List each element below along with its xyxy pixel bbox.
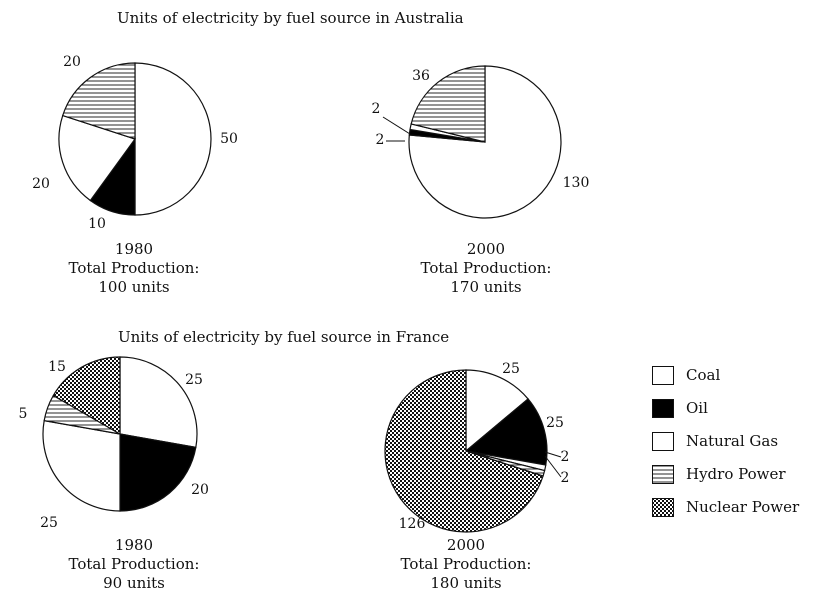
data-label-hydro-power: 20: [63, 54, 81, 70]
caption-aus-2000: 2000 Total Production: 170 units: [396, 240, 576, 297]
pie-australia-1980: 50 10 20 20: [32, 54, 238, 232]
coal-swatch-icon: [652, 366, 674, 385]
data-label-nuclear-power: 15: [48, 359, 66, 375]
slice-nuclear-power: [52, 356, 121, 436]
data-label-natural-gas: 2: [561, 449, 570, 465]
legend-label: Coal: [686, 366, 721, 384]
total-production-label: Total Production:: [400, 555, 532, 573]
legend-label: Natural Gas: [686, 432, 779, 450]
slice-coal: [408, 65, 562, 219]
slice-nuclear-power: [384, 369, 544, 533]
data-label-coal: 50: [220, 131, 238, 147]
slice-coal: [134, 62, 212, 216]
france-title: Units of electricity by fuel source in F…: [118, 328, 450, 346]
data-label-hydro-power: 5: [19, 406, 28, 422]
data-label-natural-gas: 25: [40, 515, 58, 531]
year-label: 1980: [114, 240, 154, 258]
caption-fra-1980: 1980 Total Production: 90 units: [44, 536, 224, 593]
year-label: 1980: [114, 536, 154, 554]
data-label-oil: 10: [88, 216, 106, 232]
year-label: 2000: [446, 536, 486, 554]
total-units: 170 units: [450, 278, 522, 296]
leader-line: [382, 116, 411, 135]
data-label-coal: 25: [185, 372, 203, 388]
total-units: 90 units: [103, 574, 165, 592]
slice-natural-gas: [58, 114, 136, 202]
slice-natural-gas: [42, 419, 121, 512]
slice-oil: [119, 433, 197, 512]
pie-france-1980: 25 20 25 5 15: [19, 356, 209, 531]
data-label-hydro-power: 36: [412, 68, 430, 84]
data-label-coal: 130: [563, 175, 590, 191]
caption-fra-2000: 2000 Total Production: 180 units: [376, 536, 556, 593]
data-label-oil: 25: [546, 415, 564, 431]
slice-hydro-power: [410, 65, 486, 143]
slice-hydro-power: [61, 62, 136, 140]
data-label-nuclear-power: 126: [399, 516, 426, 532]
total-units: 180 units: [430, 574, 502, 592]
leader-line: [544, 451, 562, 458]
caption-aus-1980: 1980 Total Production: 100 units: [44, 240, 224, 297]
slice-oil: [464, 398, 548, 466]
legend-label: Nuclear Power: [686, 498, 800, 516]
data-label-hydro-power: 2: [561, 470, 570, 486]
slice-coal: [465, 369, 529, 453]
data-label-natural-gas: 20: [32, 176, 50, 192]
total-production-label: Total Production:: [68, 555, 200, 573]
pie-france-2000: 25 25 2 2 126: [384, 361, 570, 533]
data-label-coal: 25: [502, 361, 520, 377]
leader-line: [544, 455, 562, 478]
total-production-label: Total Production:: [420, 259, 552, 277]
data-label-oil: 2: [376, 132, 385, 148]
nuclear-power-swatch-icon: [652, 498, 674, 517]
legend-label: Oil: [686, 399, 708, 417]
legend-label: Hydro Power: [686, 465, 786, 483]
total-production-label: Total Production:: [68, 259, 200, 277]
data-label-oil: 20: [191, 482, 209, 498]
slice-coal: [119, 356, 198, 449]
oil-swatch-icon: [652, 399, 674, 418]
natural-gas-swatch-icon: [652, 432, 674, 451]
hydro-power-swatch-icon: [652, 465, 674, 484]
data-label-natural-gas: 2: [372, 101, 381, 117]
total-units: 100 units: [98, 278, 170, 296]
pie-australia-2000: 130 2 2 36: [372, 65, 590, 219]
year-label: 2000: [466, 240, 506, 258]
australia-title: Units of electricity by fuel source in A…: [117, 9, 464, 27]
